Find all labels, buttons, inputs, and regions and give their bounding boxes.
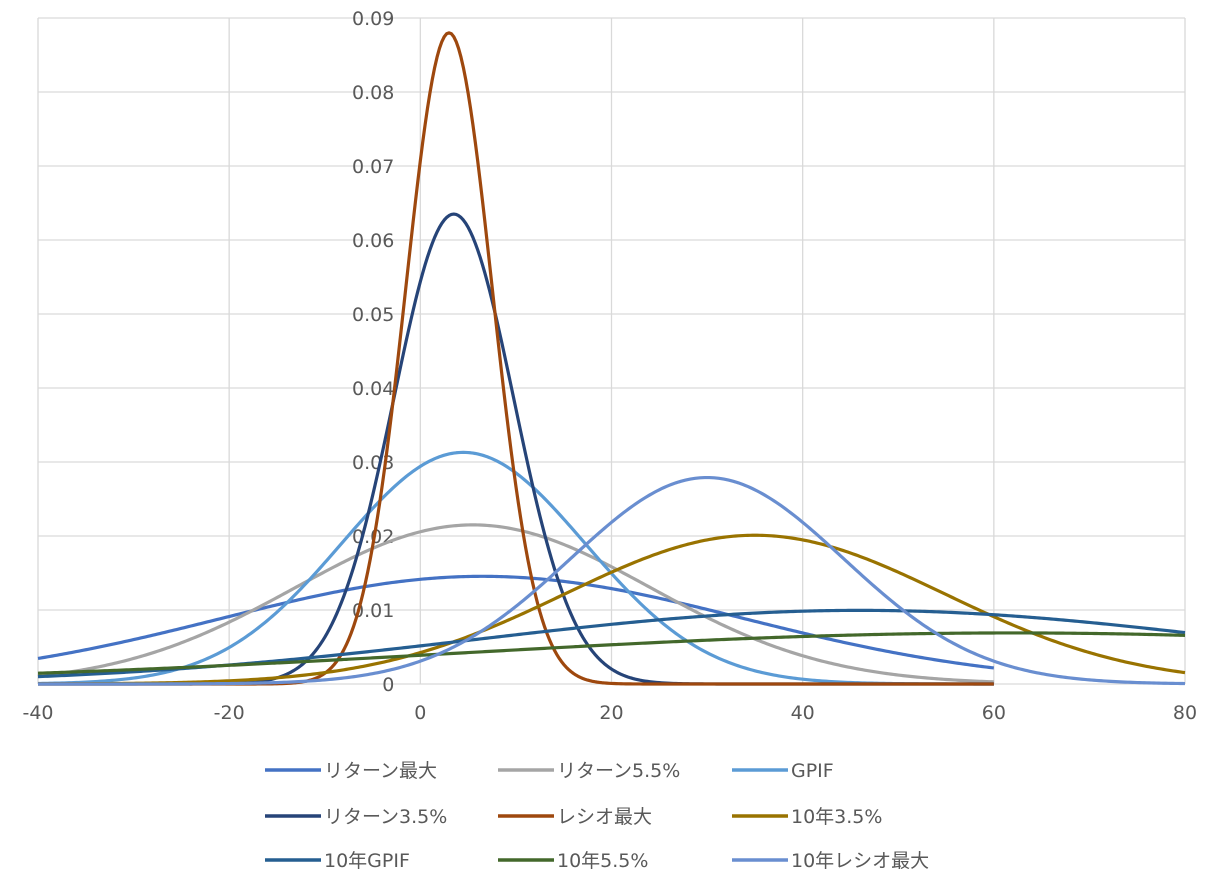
series-line-3: [38, 212, 994, 686]
x-tick-label: -40: [22, 702, 53, 724]
y-tick-label: 0.03: [352, 452, 394, 474]
y-tick-label: 0.08: [352, 82, 394, 104]
legend-label-3: リターン3.5%: [324, 806, 447, 828]
series-line-2: [37, 450, 994, 686]
legend: リターン最大 リターン5.5% GPIF リターン3.5% レシオ最大 10年3.5% 10…: [265, 760, 929, 872]
legend-label-0: リターン最大: [324, 760, 437, 782]
y-axis-tick-labels: 00.010.020.030.040.050.060.070.080.09: [352, 8, 394, 696]
series-line-8: [38, 475, 1186, 686]
x-tick-label: 60: [982, 702, 1006, 724]
legend-label-4: レシオ最大: [557, 806, 652, 828]
grid: [37, 17, 1186, 685]
y-tick-label: 0.05: [352, 304, 394, 326]
legend-label-5: 10年3.5%: [791, 806, 882, 828]
x-tick-label: 0: [414, 702, 426, 724]
series-line-4: [38, 31, 994, 686]
x-tick-label: 80: [1173, 702, 1197, 724]
x-tick-label: 20: [599, 702, 623, 724]
y-tick-label: 0.01: [352, 600, 394, 622]
y-tick-label: 0.04: [352, 378, 394, 400]
y-tick-label: 0: [382, 674, 394, 696]
series-line-7: [37, 631, 1186, 675]
legend-label-8: 10年レシオ最大: [791, 850, 929, 872]
y-tick-label: 0.06: [352, 230, 394, 252]
y-tick-label: 0.07: [352, 156, 394, 178]
series-line-0: [37, 574, 995, 670]
legend-label-1: リターン5.5%: [557, 760, 680, 782]
series-line-5: [38, 533, 1186, 686]
series-line-1: [37, 523, 994, 684]
x-tick-label: -20: [214, 702, 245, 724]
x-tick-label: 40: [791, 702, 815, 724]
legend-label-6: 10年GPIF: [324, 850, 410, 872]
series-lines: [37, 31, 1186, 686]
legend-label-2: GPIF: [791, 760, 834, 782]
y-tick-label: 0.09: [352, 8, 394, 30]
legend-label-7: 10年5.5%: [557, 850, 648, 872]
x-axis-tick-labels: -40 -20 0 20 40 60 80: [22, 702, 1197, 724]
